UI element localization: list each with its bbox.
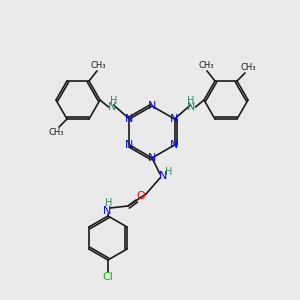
Text: N: N [125,140,134,150]
Text: H: H [105,198,113,208]
Text: CH₃: CH₃ [90,61,106,70]
Text: H: H [110,96,117,106]
Text: O: O [136,191,146,201]
Text: N: N [187,102,196,112]
Text: CH₃: CH₃ [240,63,256,72]
Text: H: H [187,96,194,106]
Text: N: N [148,153,156,163]
Text: CH₃: CH₃ [198,61,214,70]
Text: N: N [170,140,179,150]
Text: N: N [108,102,117,112]
Text: N: N [103,206,111,216]
Text: N: N [159,171,167,181]
Text: N: N [170,114,179,124]
Text: CH₃: CH₃ [48,128,64,136]
Text: N: N [148,101,156,111]
Text: Cl: Cl [103,272,113,282]
Text: N: N [125,114,134,124]
Text: H: H [165,167,173,177]
